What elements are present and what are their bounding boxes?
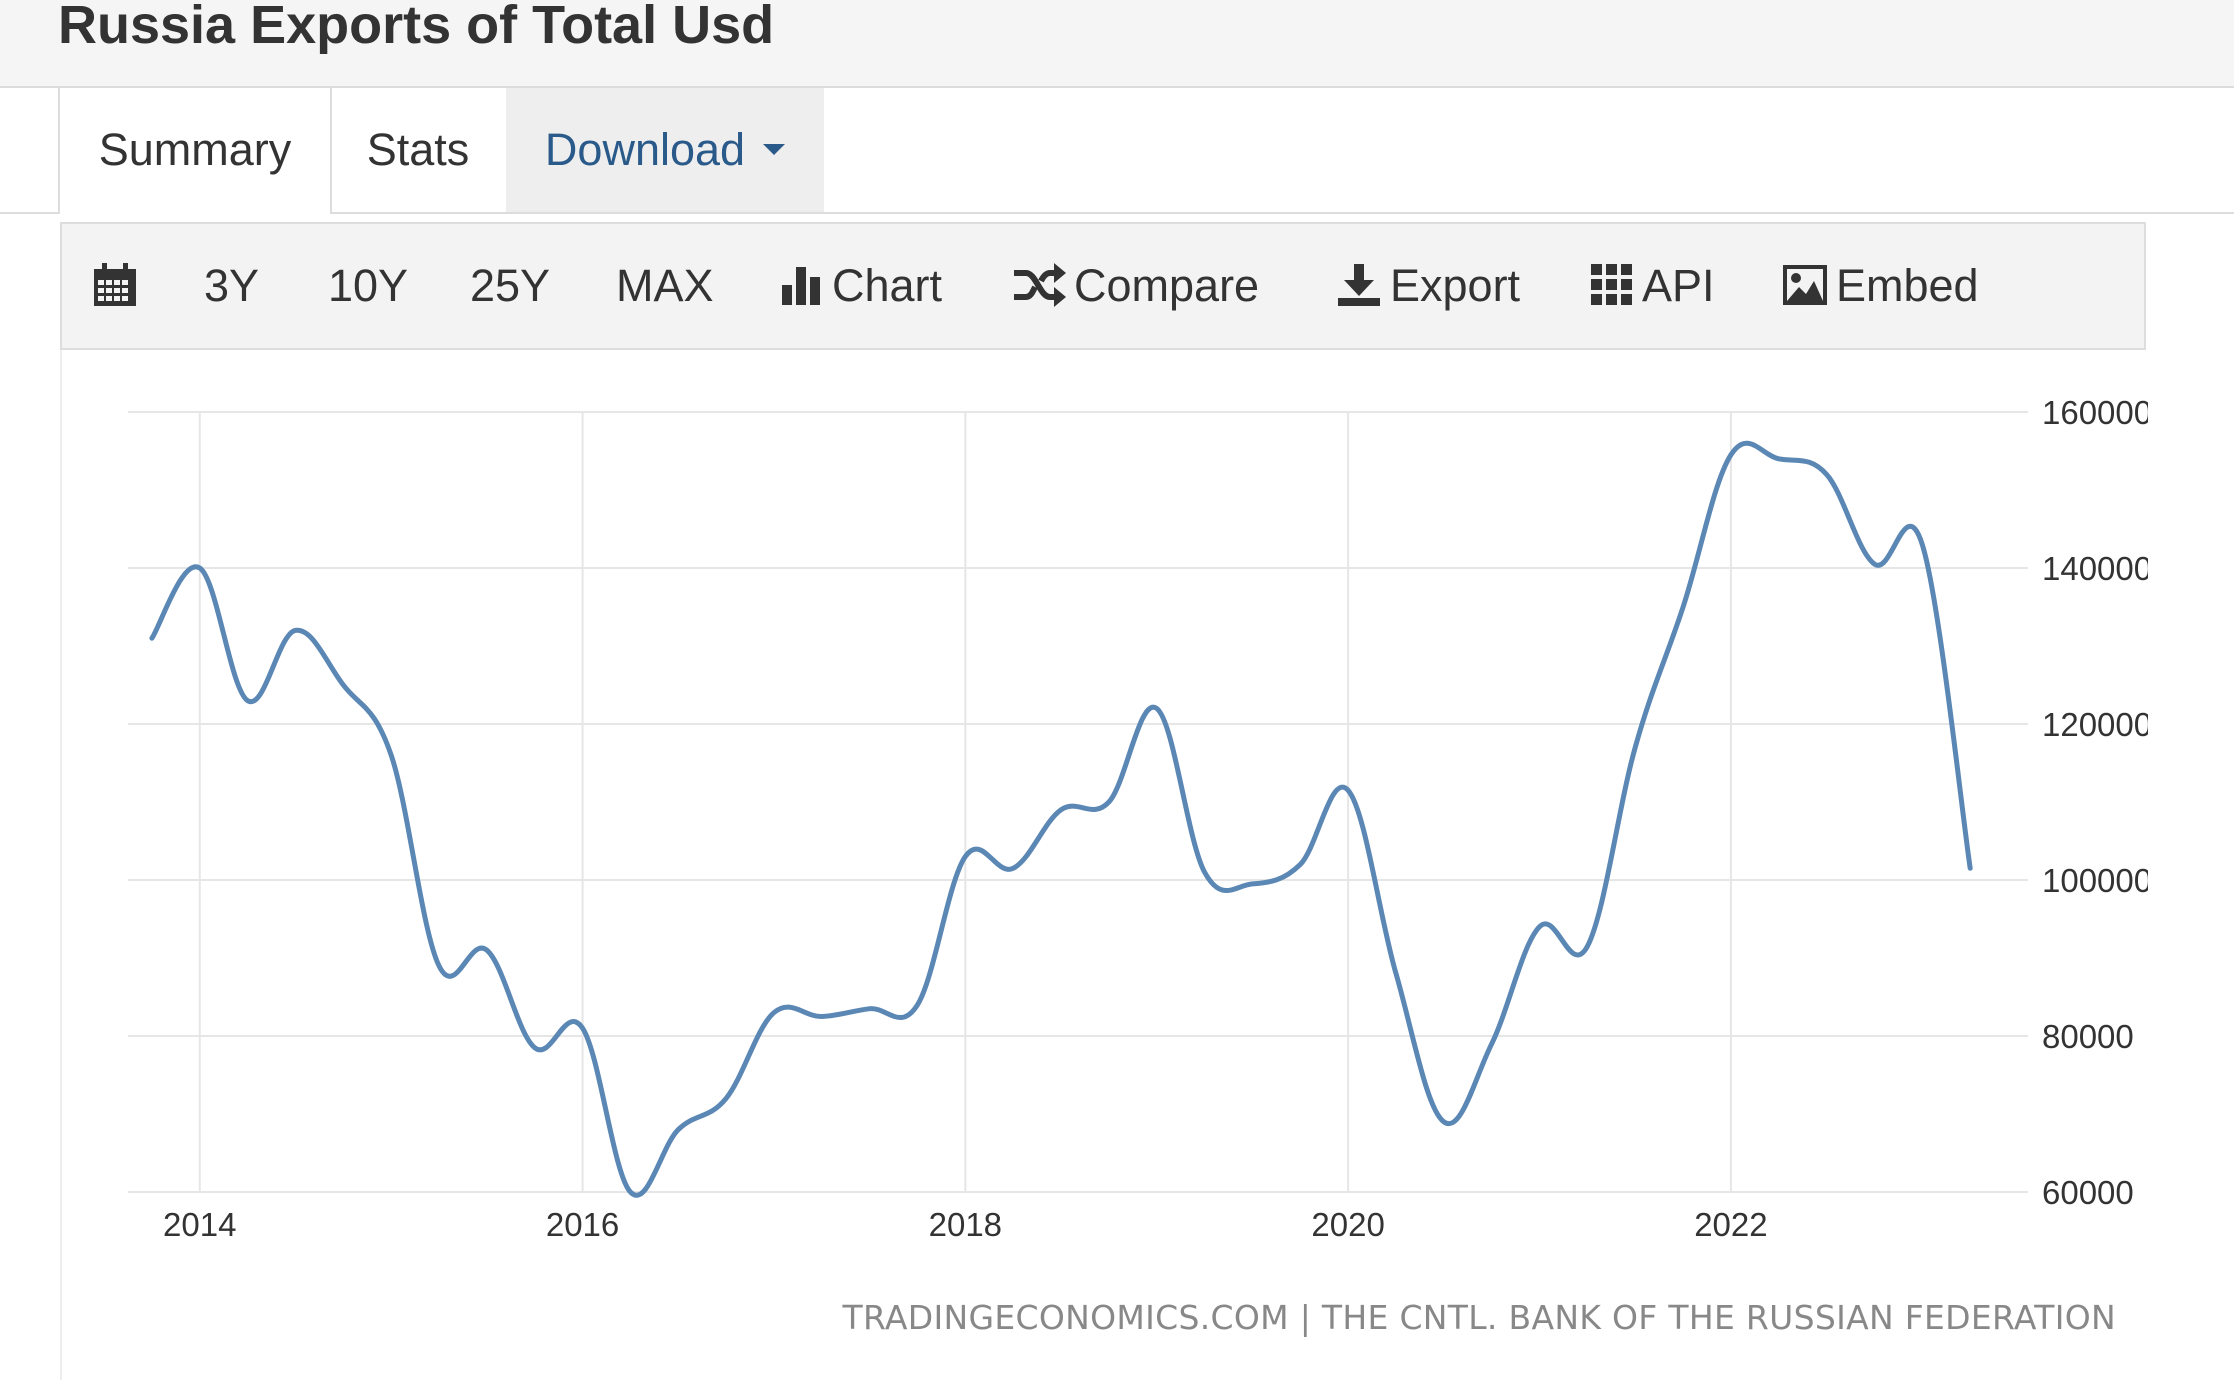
compare-label: Compare bbox=[1074, 260, 1260, 311]
x-tick-label: 2018 bbox=[929, 1206, 1002, 1243]
export-button[interactable]: Export bbox=[1336, 224, 1520, 348]
source-credit: TRADINGECONOMICS.COM | THE CNTL. BANK OF… bbox=[842, 1298, 2116, 1337]
tab-download-label: Download bbox=[544, 124, 746, 175]
embed-label: Embed bbox=[1836, 260, 1979, 311]
x-tick-label: 2020 bbox=[1311, 1206, 1384, 1243]
tab-stats-label: Stats bbox=[366, 124, 470, 175]
embed-button[interactable]: Embed bbox=[1782, 224, 1979, 348]
page-title: Russia Exports of Total Usd bbox=[58, 0, 775, 55]
image-icon bbox=[1783, 265, 1827, 306]
chart-toolbar: 3Y 10Y 25Y MAX Chart Compare Export bbox=[60, 222, 2146, 350]
x-tick-label: 2016 bbox=[546, 1206, 619, 1243]
range-3y-button[interactable]: 3Y bbox=[204, 260, 260, 311]
api-button[interactable]: API bbox=[1590, 224, 1715, 348]
tab-summary-label: Summary bbox=[98, 124, 292, 175]
range-10y-button[interactable]: 10Y bbox=[328, 260, 409, 311]
api-label: API bbox=[1642, 260, 1715, 311]
exports-series-line bbox=[149, 440, 1973, 1198]
tab-download[interactable]: Download bbox=[506, 88, 824, 212]
range-max-button[interactable]: MAX bbox=[616, 260, 714, 311]
bar-chart-icon bbox=[782, 267, 820, 306]
chart-panel: 60000 80000 100000 120000 140000 160000 2014 20… bbox=[60, 350, 2148, 1380]
y-tick-label: 60000 bbox=[2042, 1174, 2134, 1211]
line-chart: 60000 80000 100000 120000 140000 160000 2014 20… bbox=[128, 394, 2148, 1243]
tab-stats[interactable]: Stats bbox=[330, 88, 506, 212]
tab-summary[interactable]: Summary bbox=[58, 88, 332, 214]
x-tick-label: 2022 bbox=[1694, 1206, 1767, 1243]
y-tick-label: 100000 bbox=[2042, 862, 2148, 899]
caret-down-icon bbox=[763, 143, 786, 155]
shuffle-icon bbox=[1014, 263, 1066, 308]
compare-button[interactable]: Compare bbox=[1012, 224, 1259, 348]
chart-type-button[interactable]: Chart bbox=[780, 224, 942, 348]
range-25y-button[interactable]: 25Y bbox=[470, 260, 551, 311]
y-tick-label: 160000 bbox=[2042, 394, 2148, 431]
grid-icon bbox=[1591, 264, 1632, 306]
download-icon bbox=[1338, 264, 1380, 307]
tabs-bar: Summary Stats Download bbox=[0, 88, 2234, 214]
export-label: Export bbox=[1390, 260, 1521, 311]
x-tick-label: 2014 bbox=[163, 1206, 236, 1243]
y-tick-label: 140000 bbox=[2042, 550, 2148, 587]
title-bar: Russia Exports of Total Usd bbox=[0, 0, 2234, 88]
y-tick-label: 120000 bbox=[2042, 706, 2148, 743]
calendar-icon bbox=[94, 263, 136, 307]
calendar-button[interactable] bbox=[92, 224, 138, 348]
chart-label: Chart bbox=[832, 260, 943, 311]
y-tick-label: 80000 bbox=[2042, 1018, 2134, 1055]
